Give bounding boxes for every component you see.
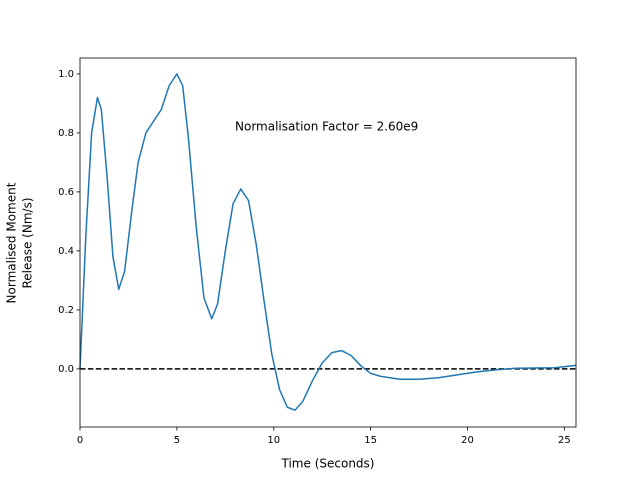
x-tick-label: 15 xyxy=(364,435,377,446)
y-tick-label: 0.8 xyxy=(58,128,74,139)
x-tick-label: 10 xyxy=(267,435,280,446)
y-tick-label: 0.6 xyxy=(58,187,74,198)
x-tick-label: 25 xyxy=(558,435,571,446)
x-tick-label: 20 xyxy=(461,435,474,446)
series-line xyxy=(79,73,577,411)
plot-frame xyxy=(79,57,577,428)
y-axis-label: Release (Nm/s) xyxy=(21,197,35,288)
y-tick-label: 0.2 xyxy=(58,305,74,316)
y-tick-label: 1.0 xyxy=(58,69,74,80)
y-tick-label: 0.0 xyxy=(58,364,74,375)
x-tick-label: 5 xyxy=(174,435,180,446)
y-axis-label: Normalised Moment xyxy=(5,182,19,303)
x-tick-label: 0 xyxy=(77,435,83,446)
x-axis-label: Time (Seconds) xyxy=(281,457,375,471)
y-tick-label: 0.4 xyxy=(58,246,74,257)
annotation: Normalisation Factor = 2.60e9 xyxy=(235,120,418,134)
